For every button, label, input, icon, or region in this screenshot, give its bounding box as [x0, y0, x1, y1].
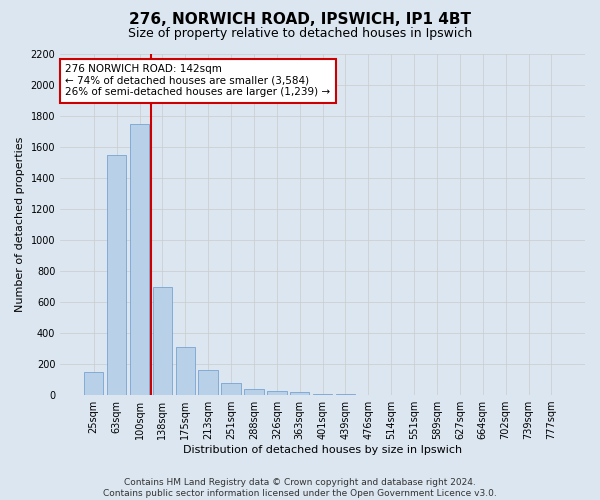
Bar [176, 347, 195, 395]
Bar [244, 389, 263, 395]
Bar [313, 394, 332, 395]
Bar [336, 394, 355, 395]
Y-axis label: Number of detached properties: Number of detached properties [15, 137, 25, 312]
Text: 276, NORWICH ROAD, IPSWICH, IP1 4BT: 276, NORWICH ROAD, IPSWICH, IP1 4BT [129, 12, 471, 28]
Bar [221, 382, 241, 395]
Bar [267, 391, 287, 395]
Text: Contains HM Land Registry data © Crown copyright and database right 2024.
Contai: Contains HM Land Registry data © Crown c… [103, 478, 497, 498]
Bar [290, 392, 310, 395]
X-axis label: Distribution of detached houses by size in Ipswich: Distribution of detached houses by size … [183, 445, 462, 455]
Bar [130, 124, 149, 395]
Bar [199, 370, 218, 395]
Text: 276 NORWICH ROAD: 142sqm
← 74% of detached houses are smaller (3,584)
26% of sem: 276 NORWICH ROAD: 142sqm ← 74% of detach… [65, 64, 331, 98]
Text: Size of property relative to detached houses in Ipswich: Size of property relative to detached ho… [128, 28, 472, 40]
Bar [152, 286, 172, 395]
Bar [107, 155, 127, 395]
Bar [84, 372, 103, 395]
